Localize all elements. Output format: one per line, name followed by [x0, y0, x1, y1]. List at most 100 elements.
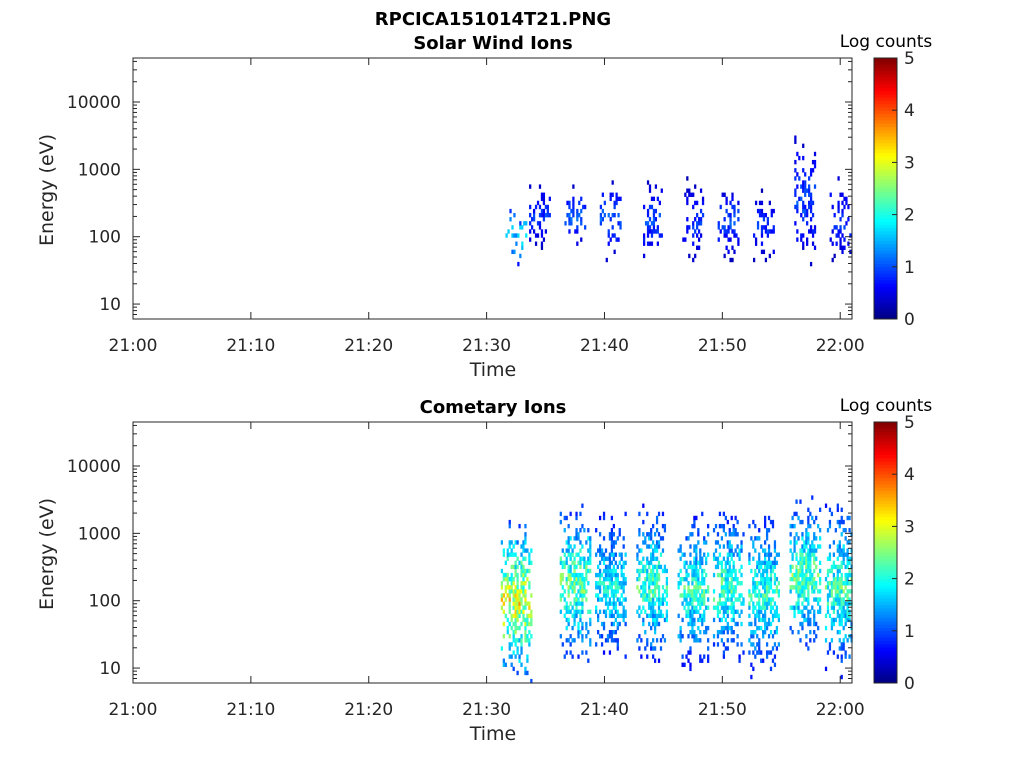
- spectrogram-cell: [510, 572, 513, 578]
- spectrogram-cell: [528, 621, 531, 627]
- spectrogram-cell: [801, 564, 804, 570]
- spectrogram-cell: [842, 581, 845, 586]
- spectrogram-cell: [807, 532, 810, 537]
- spectrogram-cell: [695, 564, 698, 570]
- spectrogram-cell: [695, 589, 698, 594]
- colorbar-segment: [874, 279, 897, 284]
- spectrogram-cell: [736, 609, 739, 614]
- spectrogram-cell: [767, 589, 771, 594]
- spectrogram-cell: [841, 212, 844, 218]
- spectrogram-cell: [622, 564, 625, 570]
- spectrogram-cell: [750, 621, 753, 627]
- spectrogram-cell: [514, 613, 517, 619]
- colorbar-segment: [874, 142, 897, 147]
- colorbar-segment: [874, 630, 897, 635]
- colorbar-segment: [874, 519, 897, 524]
- spectrogram-cell: [767, 564, 771, 570]
- spectrogram-cell: [646, 180, 650, 185]
- spectrogram-cell: [805, 617, 808, 623]
- spectrogram-cell: [542, 200, 546, 206]
- spectrogram-cell: [534, 204, 538, 210]
- spectrogram-cell: [502, 593, 505, 598]
- spectrogram-cell: [777, 589, 780, 594]
- spectrogram-cell: [689, 662, 692, 667]
- spectrogram-cell: [836, 544, 839, 549]
- spectrogram-cell: [521, 245, 524, 250]
- spectrogram-cell: [795, 576, 798, 582]
- spectrogram-cell: [844, 581, 847, 586]
- spectrogram-cell: [797, 601, 800, 606]
- spectrogram-cell: [688, 192, 691, 197]
- spectrogram-cell: [801, 613, 804, 619]
- spectrogram-cell: [777, 593, 780, 598]
- spectrogram-cell: [624, 609, 627, 614]
- spectrogram-cell: [575, 605, 578, 610]
- spectrogram-cell: [773, 613, 777, 619]
- spectrogram-cell: [738, 613, 741, 619]
- spectrogram-cell: [819, 576, 822, 582]
- spectrogram-cell: [846, 576, 849, 582]
- spectrogram-cell: [652, 654, 655, 659]
- spectrogram-cell: [677, 613, 680, 619]
- spectrogram-cell: [826, 597, 830, 602]
- spectrogram-cell: [581, 585, 584, 590]
- spectrogram-cell: [722, 585, 725, 590]
- spectrogram-cell: [524, 601, 527, 606]
- spectrogram-cell: [650, 241, 654, 246]
- spectrogram-cell: [844, 617, 847, 623]
- spectrogram-cell: [754, 536, 757, 541]
- spectrogram-cell: [795, 568, 798, 574]
- spectrogram-cell: [691, 568, 694, 574]
- spectrogram-cell: [848, 528, 851, 533]
- spectrogram-cell: [585, 634, 588, 639]
- spectrogram-cell: [765, 621, 769, 627]
- spectrogram-cell: [720, 581, 724, 586]
- spectrogram-cell: [846, 593, 849, 598]
- spectrogram-cell: [831, 204, 834, 210]
- burst-3: [636, 503, 669, 663]
- colorbar-segment: [874, 71, 897, 75]
- colorbar-segment: [874, 477, 897, 482]
- spectrogram-cell: [762, 601, 765, 606]
- spectrogram-cell: [597, 548, 600, 553]
- spectrogram-cell: [520, 552, 523, 557]
- spectrogram-cell: [597, 617, 600, 623]
- spectrogram-cell: [581, 634, 584, 639]
- colorbar-segment: [874, 490, 897, 495]
- spectrogram-cell: [707, 589, 710, 594]
- spectrogram-cell: [771, 597, 775, 602]
- spectrogram-cell: [665, 589, 669, 594]
- spectrogram-cell: [652, 638, 655, 643]
- spectrogram-cell: [526, 658, 529, 663]
- spectrogram-cell: [644, 581, 647, 586]
- spectrogram-cell: [819, 568, 822, 574]
- spectrogram-cell: [697, 237, 701, 242]
- spectrogram-cell: [836, 581, 839, 586]
- spectrogram-cell: [730, 532, 733, 537]
- spectrogram-cell: [695, 597, 698, 602]
- spectrogram-cell: [650, 233, 654, 238]
- spectrogram-cell: [657, 544, 661, 549]
- spectrogram-cell: [733, 204, 736, 210]
- spectrogram-cell: [577, 601, 580, 606]
- spectrogram-cell: [686, 225, 689, 230]
- spectrogram-cell: [758, 581, 761, 586]
- spectrogram-cell: [756, 609, 759, 614]
- spectrogram-cell: [809, 208, 813, 214]
- spectrogram-cell: [752, 589, 755, 594]
- spectrogram-cell: [650, 536, 653, 541]
- spectrogram-cell: [813, 581, 816, 586]
- spectrogram-cell: [516, 589, 519, 594]
- spectrogram-cell: [612, 629, 615, 635]
- colorbar-segment: [874, 634, 897, 638]
- panel2-x-ticks: 21:00 21:10 21:20 21:30 21:40 21:50 22:00: [109, 422, 865, 720]
- spectrogram-cell: [813, 245, 817, 250]
- spectrogram-cell: [559, 581, 562, 586]
- spectrogram-cell: [752, 650, 755, 655]
- spectrogram-cell: [573, 609, 576, 614]
- spectrogram-cell: [529, 212, 532, 218]
- spectrogram-cell: [565, 605, 568, 610]
- spectrogram-cell: [610, 581, 614, 586]
- spectrogram-cell: [699, 217, 703, 222]
- spectrogram-cell: [520, 642, 523, 647]
